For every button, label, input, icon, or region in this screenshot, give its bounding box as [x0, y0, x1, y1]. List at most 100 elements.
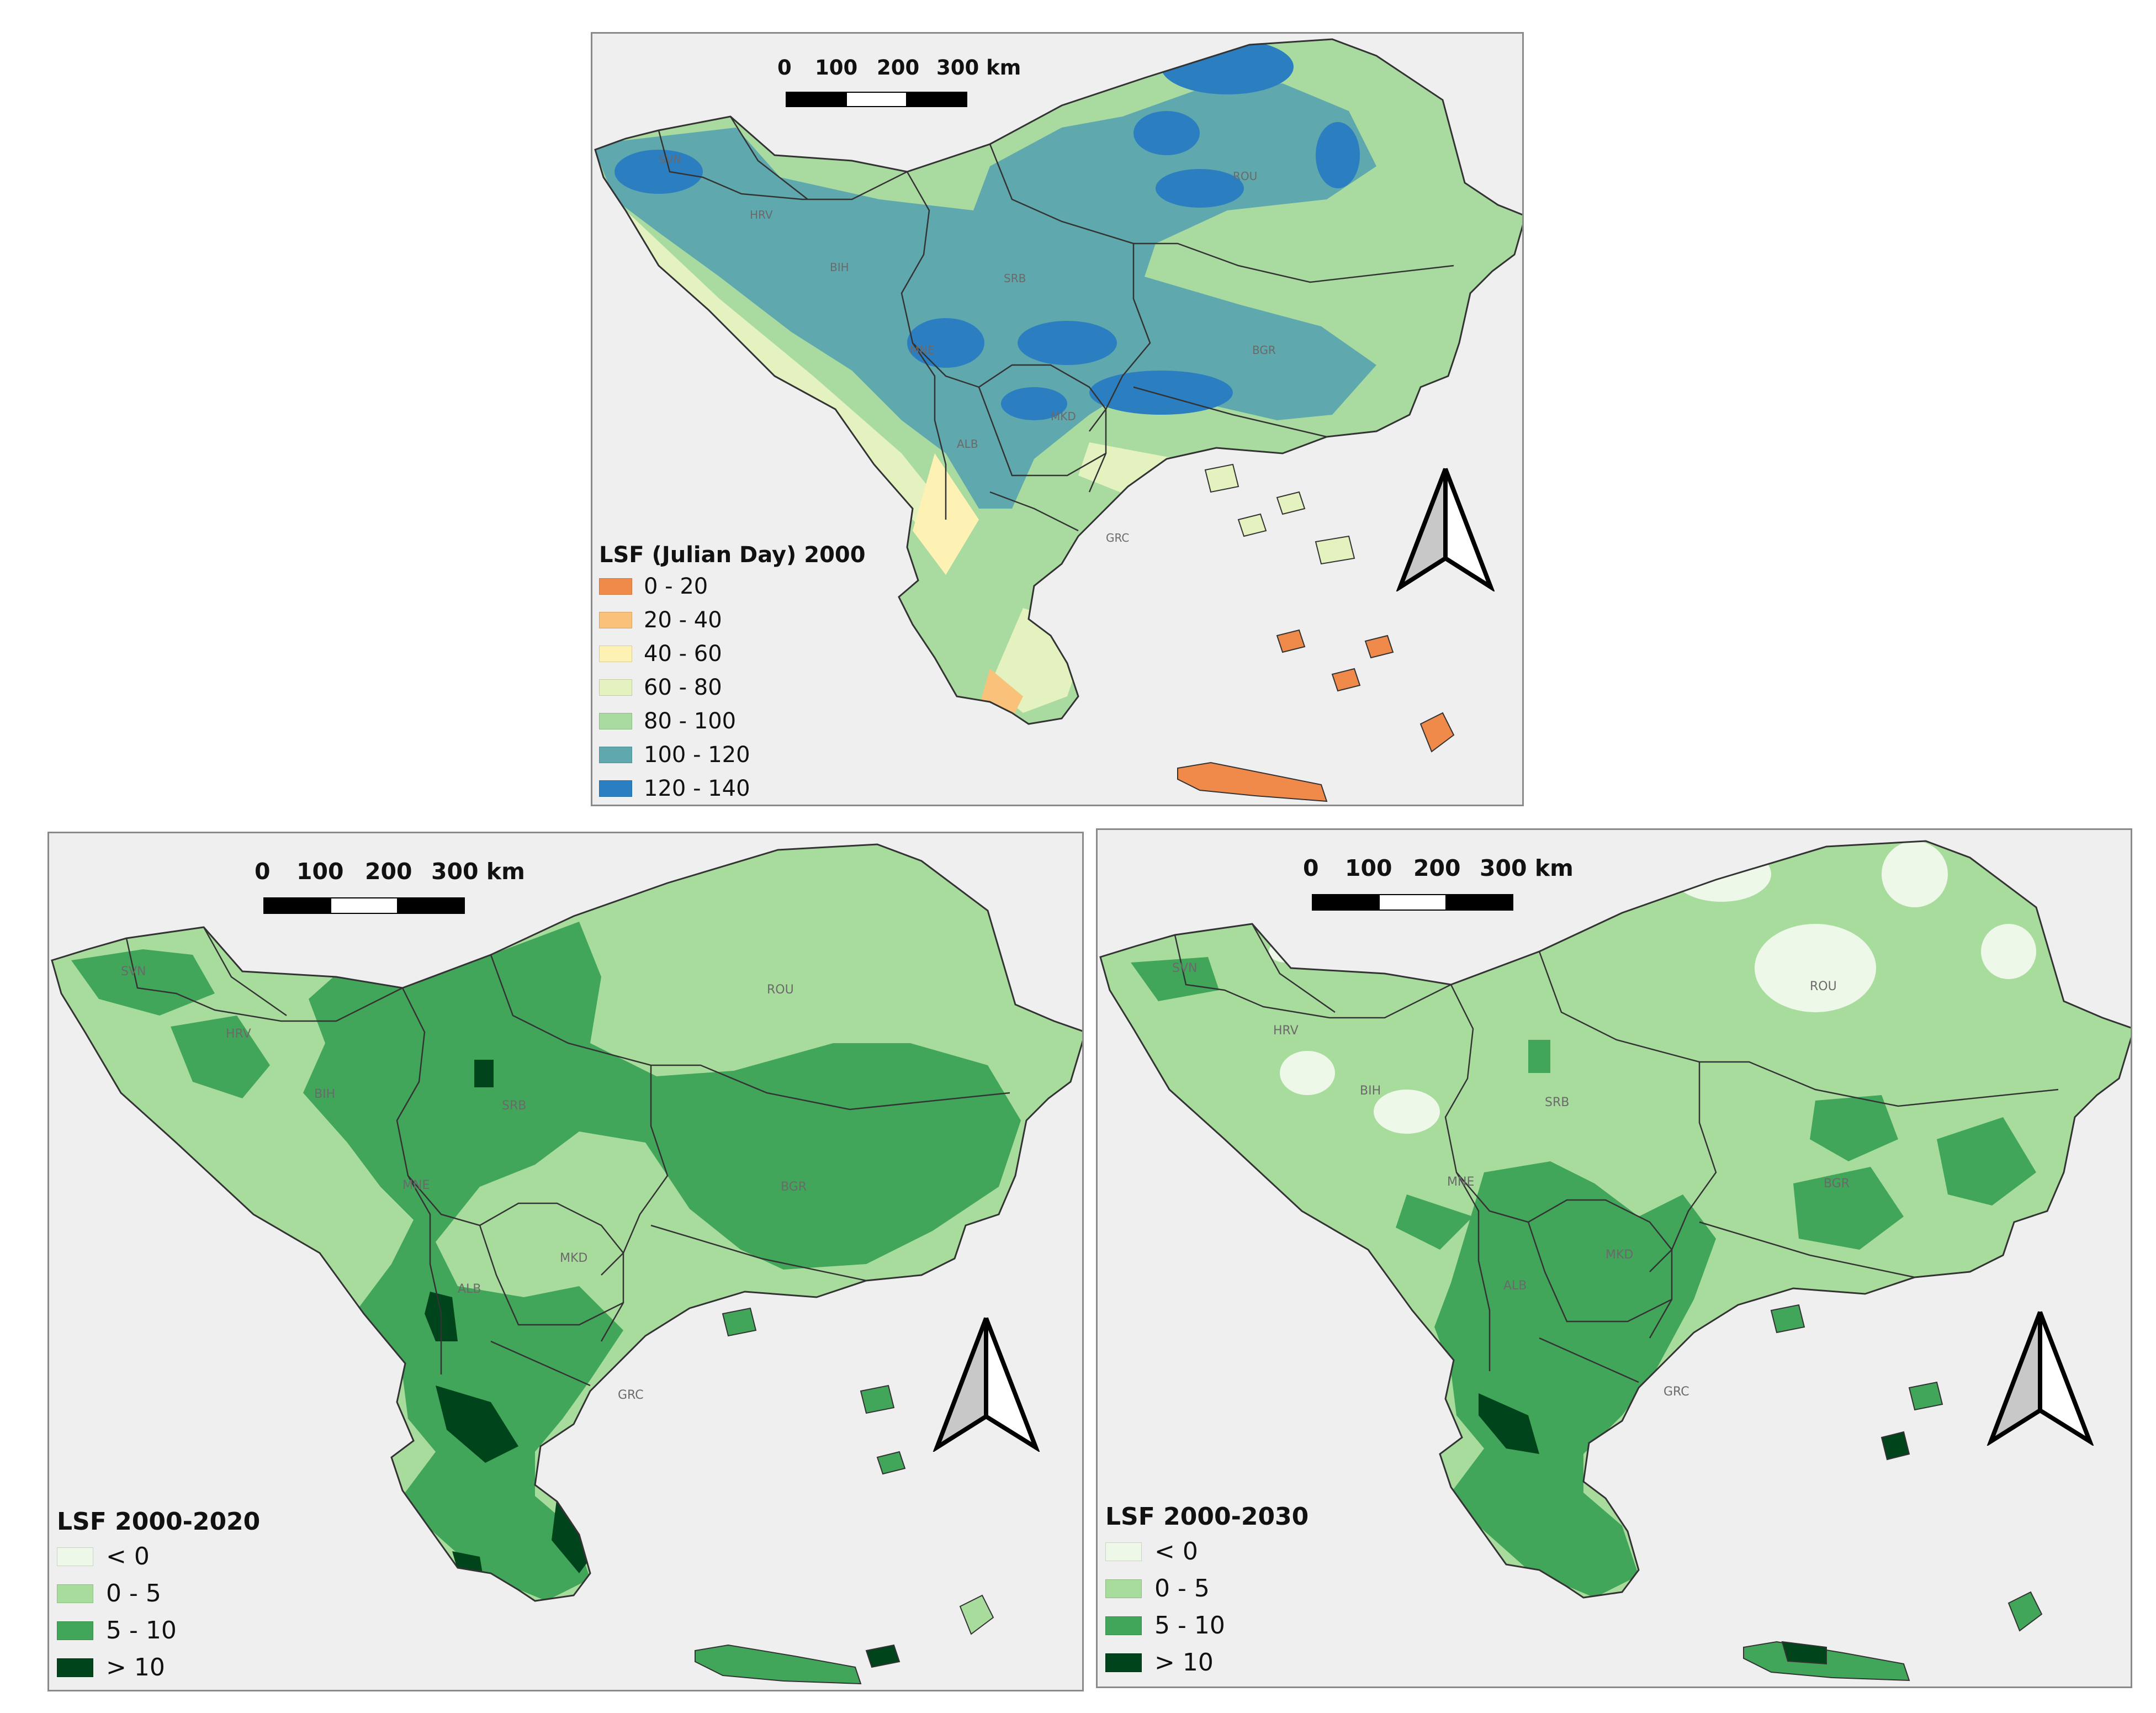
legend-swatch	[599, 746, 632, 763]
country-label: ROU	[767, 983, 794, 997]
legend-label: 0 - 20	[644, 573, 708, 599]
legend-items: 0 - 20 20 - 40 40 - 60 60 - 80 80 - 100 100 -…	[599, 569, 866, 805]
legend-item: > 10	[57, 1649, 260, 1686]
country-label: GRC	[618, 1388, 644, 1402]
legend-label: 5 - 10	[106, 1616, 177, 1645]
legend-title: LSF 2000-2030	[1105, 1503, 1309, 1531]
country-label: BGR	[1824, 1177, 1850, 1191]
country-label: MKD	[1606, 1248, 1633, 1262]
legend-swatch	[599, 645, 632, 662]
north-arrow-icon	[1987, 1311, 2094, 1446]
country-label: ALB	[1503, 1279, 1527, 1293]
scale-label: 300 km	[1480, 855, 1574, 881]
country-label: GRC	[1106, 531, 1129, 544]
scale-label: 100	[1345, 855, 1392, 881]
scale-label: 0	[777, 56, 792, 80]
legend-title: LSF (Julian Day) 2000	[599, 542, 866, 568]
scale-bar	[786, 92, 967, 107]
legend-item: < 0	[1105, 1533, 1309, 1570]
country-label: ROU	[1233, 170, 1257, 183]
country-label: BGR	[1252, 343, 1276, 357]
scale-label: 200	[877, 56, 920, 80]
legend-lsf-2000: LSF (Julian Day) 2000 0 - 20 20 - 40 40 - …	[599, 541, 866, 805]
legend-item: > 10	[1105, 1644, 1309, 1681]
scale-label: 300 km	[431, 858, 525, 885]
scale-bar	[263, 897, 465, 914]
legend-label: 0 - 5	[1154, 1574, 1210, 1603]
country-label: HRV	[226, 1027, 251, 1041]
legend-label: 100 - 120	[644, 742, 750, 768]
country-label: BIH	[314, 1087, 335, 1101]
scale-label: 300 km	[936, 56, 1021, 80]
legend-swatch	[57, 1584, 93, 1603]
legend-lsf-2000-2030: LSF 2000-2030 < 0 0 - 5 5 - 10 > 10	[1105, 1501, 1309, 1681]
scale-label: 200	[365, 858, 412, 885]
legend-item: 0 - 20	[599, 569, 866, 603]
legend-item: 40 - 60	[599, 637, 866, 670]
legend-label: > 10	[106, 1653, 165, 1682]
north-arrow-icon	[1396, 468, 1495, 591]
legend-item: 5 - 10	[1105, 1607, 1309, 1644]
country-label: SRB	[502, 1099, 526, 1113]
country-label: BIH	[1360, 1084, 1381, 1098]
legend-item: 120 - 140	[599, 771, 866, 805]
legend-swatch	[1105, 1542, 1142, 1561]
country-label: BGR	[781, 1180, 807, 1194]
scale-label: 100	[296, 858, 344, 885]
legend-item: 20 - 40	[599, 603, 866, 637]
legend-swatch	[599, 712, 632, 729]
legend-swatch	[57, 1547, 93, 1566]
balkan-map: SVN HRV BIH SRB MNE ALB MKD ROU BGR GRC	[1099, 840, 2131, 1682]
country-label: SRB	[1004, 272, 1026, 285]
country-label: ROU	[1810, 980, 1837, 993]
legend-item: 100 - 120	[599, 738, 866, 771]
country-label: HRV	[1273, 1024, 1299, 1038]
map-panel-lsf-2000-2020: SVN HRV BIH SRB MNE ALB MKD ROU BGR GRC …	[47, 832, 1084, 1691]
legend-item: 0 - 5	[1105, 1570, 1309, 1607]
legend-label: 40 - 60	[644, 641, 722, 667]
scale-bar	[1312, 894, 1513, 911]
legend-item: 60 - 80	[599, 670, 866, 704]
balkan-map: SVN HRV BIH SRB MNE ALB MKD ROU BGR GRC	[51, 843, 1082, 1685]
north-arrow-icon	[933, 1317, 1040, 1452]
legend-label: 20 - 40	[644, 607, 722, 633]
country-label: GRC	[1664, 1385, 1689, 1399]
legend-swatch	[1105, 1616, 1142, 1635]
country-label: MNE	[1447, 1175, 1474, 1189]
legend-swatch	[57, 1621, 93, 1640]
legend-label: > 10	[1154, 1648, 1214, 1677]
legend-swatch	[1105, 1653, 1142, 1672]
country-label: MKD	[560, 1251, 587, 1265]
country-label: MNE	[402, 1178, 430, 1192]
country-label: MNE	[910, 343, 935, 357]
country-label: HRV	[750, 208, 773, 221]
scale-label: 100	[815, 56, 858, 80]
country-label: SRB	[1545, 1096, 1569, 1109]
country-label: ALB	[957, 437, 978, 451]
legend-swatch	[57, 1658, 93, 1677]
legend-swatch	[599, 679, 632, 696]
legend-items: < 0 0 - 5 5 - 10 > 10	[1105, 1533, 1309, 1681]
legend-items: < 0 0 - 5 5 - 10 > 10	[57, 1538, 260, 1686]
country-label: SVN	[121, 965, 146, 979]
legend-swatch	[599, 578, 632, 595]
legend-item: 0 - 5	[57, 1575, 260, 1612]
legend-swatch	[1105, 1579, 1142, 1598]
scale-label: 0	[255, 858, 271, 885]
legend-label: 5 - 10	[1154, 1611, 1225, 1640]
legend-item: 80 - 100	[599, 704, 866, 738]
country-label: BIH	[830, 261, 849, 274]
country-label: SVN	[1172, 961, 1197, 975]
legend-label: 60 - 80	[644, 674, 722, 700]
country-label: SVN	[659, 153, 681, 166]
legend-item: 5 - 10	[57, 1612, 260, 1649]
legend-swatch	[599, 611, 632, 628]
legend-swatch	[599, 780, 632, 797]
legend-label: 0 - 5	[106, 1579, 161, 1608]
legend-label: 120 - 140	[644, 775, 750, 801]
scale-label: 0	[1303, 855, 1319, 881]
map-panel-lsf-2000: SVN HRV BIH SRB MNE ALB MKD ROU BGR GRC …	[591, 32, 1524, 806]
legend-item: < 0	[57, 1538, 260, 1575]
legend-title: LSF 2000-2020	[57, 1508, 261, 1536]
scale-label: 200	[1413, 855, 1461, 881]
